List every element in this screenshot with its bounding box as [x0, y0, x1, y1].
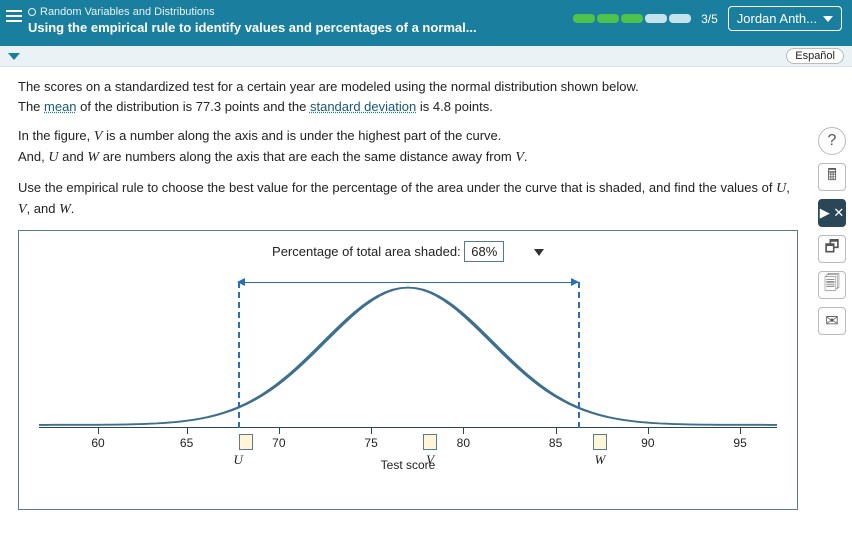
span-arrow: [238, 282, 577, 283]
tick-label: 80: [457, 436, 470, 450]
tick-label: 95: [733, 436, 746, 450]
normal-curve: [39, 272, 777, 428]
tool-button-2[interactable]: 🗐: [818, 271, 846, 299]
calculator-button[interactable]: 🖩: [818, 163, 846, 191]
breadcrumb-text: Random Variables and Distributions: [40, 6, 215, 18]
tick: [740, 428, 741, 434]
user-menu-button[interactable]: Jordan Anth...: [728, 6, 842, 31]
tick: [98, 428, 99, 434]
dashed-line: [578, 282, 580, 428]
language-button[interactable]: Español: [786, 48, 844, 64]
tick-label: 85: [549, 436, 562, 450]
v-label: V: [426, 452, 434, 468]
problem-text-2: In the figure, V is a number along the a…: [18, 126, 798, 168]
problem-text-1: The scores on a standardized test for a …: [18, 77, 798, 116]
tick: [279, 428, 280, 434]
progress-counter: 3/5: [701, 12, 718, 26]
tick: [371, 428, 372, 434]
u-input[interactable]: [239, 434, 253, 450]
percentage-label: Percentage of total area shaded:: [272, 244, 461, 259]
v-input[interactable]: [423, 434, 437, 450]
breadcrumb: Random Variables and Distributions: [28, 6, 573, 18]
problem-text-3: Use the empirical rule to choose the bes…: [18, 178, 798, 220]
tick: [556, 428, 557, 434]
circle-icon: [28, 8, 36, 16]
tick: [463, 428, 464, 434]
tick: [187, 428, 188, 434]
dropdown-icon[interactable]: [534, 249, 544, 256]
dashed-line: [238, 282, 240, 428]
w-label: W: [594, 452, 605, 468]
user-name: Jordan Anth...: [737, 11, 817, 26]
chevron-down-icon: [823, 16, 833, 22]
collapse-toggle[interactable]: [8, 53, 20, 60]
tick: [648, 428, 649, 434]
tick-label: 65: [180, 436, 193, 450]
u-label: U: [234, 452, 243, 468]
tick-label: 90: [641, 436, 654, 450]
menu-icon[interactable]: [6, 10, 22, 22]
w-input[interactable]: [593, 434, 607, 450]
x-axis: [39, 427, 777, 428]
progress-indicator: [573, 14, 691, 23]
percentage-input[interactable]: 68%: [464, 241, 504, 262]
chart-area: Test score 6065707580859095UVW: [39, 272, 777, 472]
tool-button-1[interactable]: 🗗: [818, 235, 846, 263]
lesson-title: Using the empirical rule to identify val…: [28, 20, 573, 35]
close-button[interactable]: ▶ ✕: [818, 199, 846, 227]
tick-label: 60: [91, 436, 104, 450]
help-button[interactable]: ?: [818, 127, 846, 155]
tick-label: 70: [272, 436, 285, 450]
chart-container: Percentage of total area shaded: 68% Tes…: [18, 230, 798, 510]
tool-button-3[interactable]: ✉: [818, 307, 846, 335]
tick-label: 75: [364, 436, 377, 450]
